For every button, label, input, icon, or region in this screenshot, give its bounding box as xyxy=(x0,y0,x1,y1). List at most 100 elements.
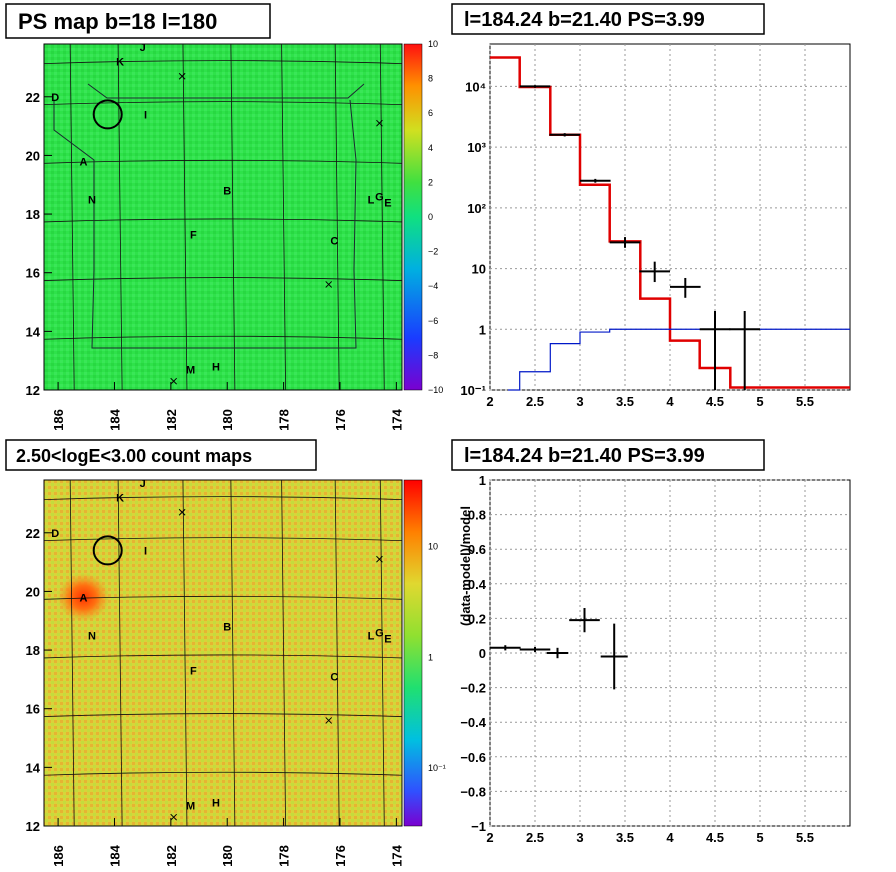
grid-latitude-line xyxy=(43,713,403,717)
ps-map-grid xyxy=(43,43,403,391)
grid-longitude-line xyxy=(69,479,75,827)
y-tick-label: 12 xyxy=(26,819,40,834)
y-tick-label: 20 xyxy=(26,584,40,599)
source-label: G xyxy=(375,191,384,203)
colorbar-tick-label: 0 xyxy=(428,212,433,222)
colorbar-tick-label: 10 xyxy=(428,542,438,552)
grid-longitude-line xyxy=(182,43,188,391)
residual-ticks: 2 2.5 3 3.5 4 4.5 5 5.5 1 0.8 0.6 0.4 0.2 0 −0.2 −0.4 −0… xyxy=(460,473,814,845)
x-tick-label: 2.5 xyxy=(526,830,544,845)
count-map-panel: 2.50<logE<3.00 count maps 10 1 10⁻¹ 186 184… xyxy=(5,439,446,867)
y-tick-label: −0.4 xyxy=(460,715,486,730)
y-tick-label: 14 xyxy=(26,760,41,775)
x-tick-label: 3.5 xyxy=(616,830,634,845)
grid-latitude-line xyxy=(43,654,403,659)
grid-longitude-line xyxy=(117,43,123,391)
y-tick-label: 1 xyxy=(479,322,486,337)
source-label: K xyxy=(116,493,124,505)
source-label: F xyxy=(190,666,197,678)
colorbar-tick-label: 10 xyxy=(428,39,438,49)
x-tick-label: 4.5 xyxy=(706,830,724,845)
ps-map-sources: A B C D E F G H I J K L M N xyxy=(51,42,392,385)
y-tick-label: 10³ xyxy=(467,140,486,155)
y-tick-label: −1 xyxy=(471,819,486,834)
spectrum-title-box xyxy=(451,3,765,35)
grid-longitude-line xyxy=(281,479,287,827)
x-tick-label: 3 xyxy=(576,830,583,845)
source-label: F xyxy=(190,230,197,242)
ps-map-x-ticks: 186 184 182 180 178 176 174 xyxy=(51,382,404,431)
grid-longitude-line xyxy=(69,43,75,391)
grid-longitude-line xyxy=(230,43,236,391)
source-label: E xyxy=(384,633,391,645)
y-tick-label: −0.6 xyxy=(460,750,486,765)
y-tick-label: 0.2 xyxy=(468,611,486,626)
x-tick-label: 176 xyxy=(333,845,348,867)
count-map-plot-area xyxy=(43,479,403,827)
y-tick-label: 10⁻¹ xyxy=(460,383,486,398)
colorbar-tick-label: −10 xyxy=(428,385,443,395)
x-tick-label: 180 xyxy=(220,845,235,867)
source-label: B xyxy=(223,186,231,198)
y-tick-label: 18 xyxy=(26,207,40,222)
count-map-hotspot xyxy=(57,573,110,622)
y-tick-label: 16 xyxy=(26,266,40,281)
x-tick-label: 186 xyxy=(51,845,66,867)
x-tick-label: 4 xyxy=(666,830,674,845)
x-tick-label: 178 xyxy=(277,845,292,867)
source-label: H xyxy=(212,362,220,374)
residual-title-box xyxy=(451,439,765,471)
source-label: A xyxy=(79,592,87,604)
source-label: L xyxy=(368,194,375,206)
y-tick-label: 0.4 xyxy=(468,577,487,592)
source-label: D xyxy=(51,92,59,104)
cross-marker xyxy=(170,377,178,385)
source-label: M xyxy=(186,364,195,376)
source-label: J xyxy=(140,478,146,490)
grid-latitude-line xyxy=(43,496,403,500)
source-label: K xyxy=(116,57,124,69)
cross-marker xyxy=(325,281,333,288)
y-tick-label: 0.8 xyxy=(468,508,486,523)
grid-latitude-line xyxy=(43,771,403,776)
x-tick-label: 5 xyxy=(756,394,763,409)
y-tick-label: 0 xyxy=(479,646,486,661)
x-tick-label: 174 xyxy=(389,408,404,430)
x-tick-label: 184 xyxy=(107,844,122,866)
x-tick-label: 184 xyxy=(107,408,122,430)
spectrum-series xyxy=(490,56,850,391)
x-tick-label: 186 xyxy=(51,409,66,431)
x-tick-label: 174 xyxy=(389,844,404,866)
x-tick-label: 2.5 xyxy=(526,394,544,409)
grid-latitude-line xyxy=(43,595,403,600)
cross-marker xyxy=(178,508,186,516)
colorbar-tick-label: 8 xyxy=(428,74,433,84)
colorbar-tick-label: −2 xyxy=(428,247,438,257)
count-map-sources: A B C D E F G H I J K L M N xyxy=(51,478,392,821)
grid-longitude-line xyxy=(379,479,385,827)
source-label: M xyxy=(186,800,195,812)
source-label: I xyxy=(144,545,147,557)
grid-latitude-line xyxy=(43,277,403,281)
y-tick-label: 10² xyxy=(467,201,486,216)
x-tick-label: 180 xyxy=(220,409,235,431)
grid-latitude-line xyxy=(43,537,403,542)
count-map-selected-source-circle xyxy=(92,535,123,566)
x-tick-label: 5.5 xyxy=(796,830,814,845)
count-map-x-ticks: 186 184 182 180 178 176 174 xyxy=(51,818,404,867)
ps-map-title: PS map b=18 l=180 xyxy=(18,9,217,34)
colorbar-tick-label: 1 xyxy=(428,652,433,662)
spectrum-ticks: 2 2.5 3 3.5 4 4.5 5 5.5 10⁻¹ 1 10 10² 10³ 10⁴ xyxy=(460,79,814,409)
x-tick-label: 5 xyxy=(756,830,763,845)
ps-map-selected-source-circle xyxy=(92,99,123,130)
y-tick-label: 10 xyxy=(472,262,486,277)
x-tick-label: 176 xyxy=(333,409,348,431)
count-map-y-ticks: 22 20 18 16 14 12 xyxy=(26,526,52,834)
cross-marker xyxy=(178,72,186,80)
source-label: B xyxy=(223,622,231,634)
x-tick-label: 4.5 xyxy=(706,394,724,409)
colorbar-tick-label: 6 xyxy=(428,108,433,118)
ps-map-y-ticks: 22 20 18 16 14 12 xyxy=(26,90,52,398)
